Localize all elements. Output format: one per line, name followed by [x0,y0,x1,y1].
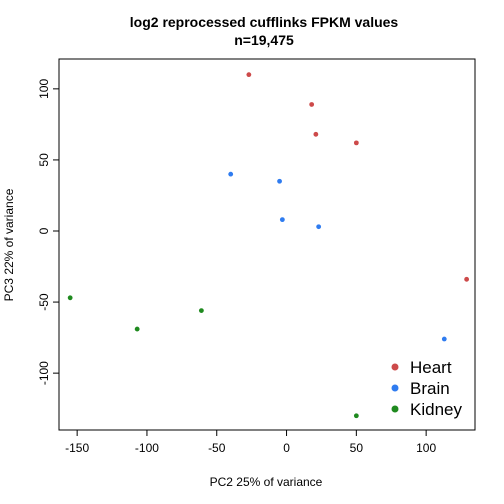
legend-marker-kidney [391,405,399,413]
data-point-kidney [353,413,359,419]
x-tick-label: -100 [135,441,159,455]
data-point-brain [316,224,322,230]
data-point-kidney [198,308,204,313]
legend-label-brain: Brain [410,379,450,398]
x-tick-label: 0 [283,441,290,455]
data-points [67,72,470,419]
y-tick-label: -50 [37,293,51,311]
data-point-brain [279,217,285,223]
x-tick-label: 100 [416,441,436,455]
legend: Heart Brain Kidney [391,358,462,419]
x-tick-label: -50 [208,441,226,455]
y-tick-label: 0 [37,227,51,234]
x-axis: -150 -100 -50 0 50 100 [65,430,436,455]
data-point-brain [228,171,234,177]
legend-label-heart: Heart [410,358,452,377]
plot-area-frame [58,58,476,431]
y-tick-label: 50 [37,153,51,167]
data-point-brain [441,336,447,342]
data-point-heart [246,72,252,78]
data-point-heart [313,131,319,137]
data-point-kidney [67,295,73,301]
x-tick-label: 50 [350,441,364,455]
data-point-kidney [134,326,140,332]
y-axis-label: PC3 22% of variance [2,188,16,301]
y-axis: -100 -50 0 50 100 [37,79,59,385]
legend-label-kidney: Kidney [410,400,462,419]
chart-title: log2 reprocessed cufflinks FPKM values [130,14,399,30]
x-axis-label: PC2 25% of variance [210,475,323,489]
data-point-heart [464,276,470,282]
y-tick-label: 100 [37,79,51,99]
data-point-heart [309,102,315,107]
data-point-brain [277,178,282,184]
legend-marker-brain [391,384,399,392]
y-tick-label: -100 [37,361,51,385]
chart-subtitle: n=19,475 [234,32,294,48]
legend-marker-heart [391,363,399,371]
data-point-heart [353,140,359,146]
x-tick-label: -150 [65,441,89,455]
